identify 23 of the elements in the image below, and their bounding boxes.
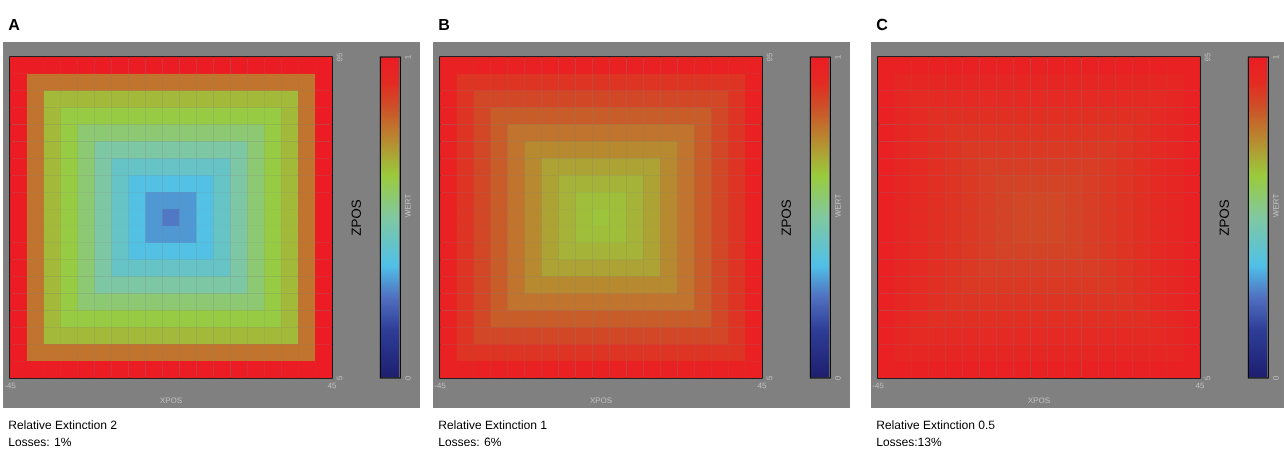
x-tick-label: 45 <box>327 382 337 389</box>
text: Losses: 6% <box>439 437 501 447</box>
y-axis-title: ZPOS <box>1219 199 1229 236</box>
text: Relative Extinction 1 <box>439 420 547 430</box>
chart-title: B <box>439 18 450 30</box>
text: Relative Extinction 0.5 <box>877 420 995 430</box>
x-axis-title: XPOS <box>160 397 182 404</box>
x-tick-label: 45 <box>1195 382 1205 389</box>
text: Losses:13% <box>877 437 942 447</box>
y-tick-label: 95 <box>1204 52 1211 62</box>
color-bar-title: WERT <box>405 193 411 218</box>
chart-title: A <box>8 18 20 30</box>
text: Relative Extinction 2 <box>9 420 117 430</box>
text: Losses: 1% <box>9 437 71 447</box>
y-axis-title: ZPOS <box>781 199 791 236</box>
color-bar-title: WERT <box>835 193 841 218</box>
y-tick-label: 95 <box>766 52 773 62</box>
color-bar-title: WERT <box>1273 193 1279 218</box>
chart-title: C <box>876 18 888 31</box>
y-axis-title: ZPOS <box>351 199 361 236</box>
y-tick-label: 95 <box>336 52 343 62</box>
x-axis-title: XPOS <box>590 397 612 404</box>
x-tick-label: 45 <box>757 382 767 389</box>
